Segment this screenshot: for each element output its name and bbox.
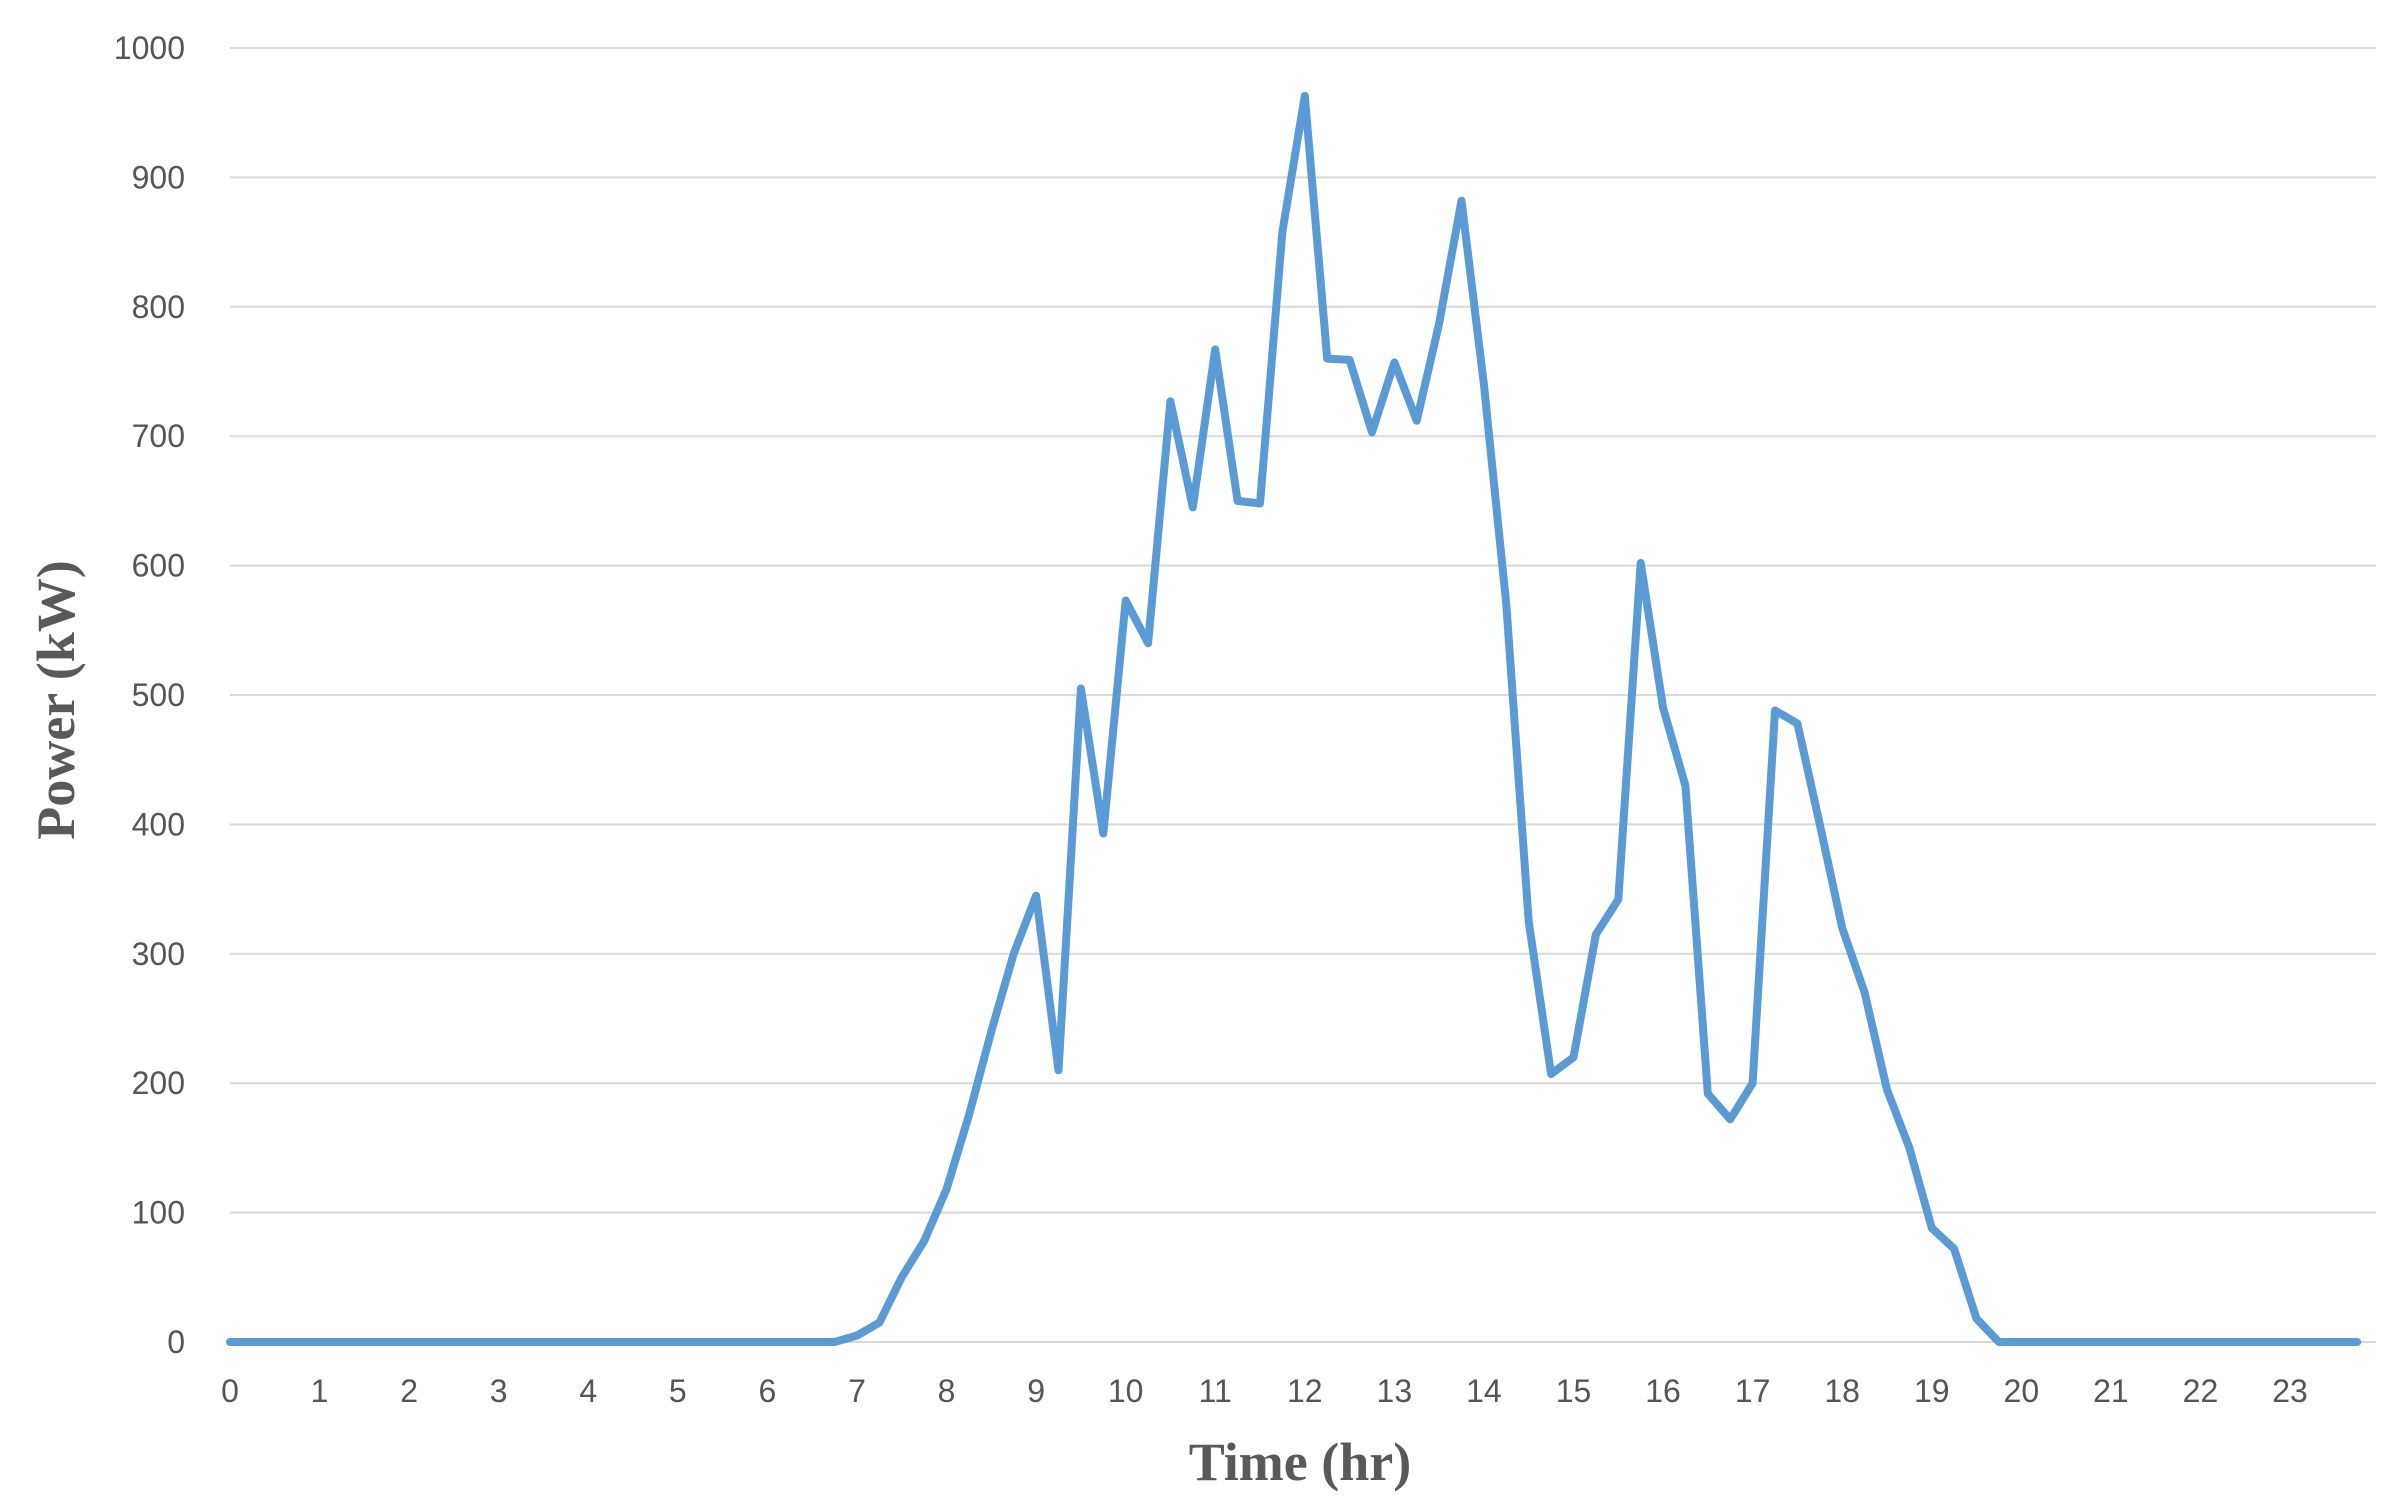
x-tick-label-6: 6 [758,1373,776,1409]
y-tick-label-600: 600 [132,548,185,584]
x-tick-label-12: 12 [1287,1373,1323,1409]
x-tick-label-21: 21 [2093,1373,2129,1409]
x-tick-label-15: 15 [1556,1373,1592,1409]
x-tick-label-13: 13 [1377,1373,1413,1409]
x-axis-title: Time (hr) [1189,1432,1411,1492]
x-tick-label-19: 19 [1914,1373,1950,1409]
y-axis-title: Power (kW) [26,560,86,839]
y-tick-label-700: 700 [132,418,185,454]
series-line-0 [226,91,2362,1346]
x-tick-label-4: 4 [579,1373,597,1409]
y-tick-label-100: 100 [132,1195,185,1231]
y-tick-label-400: 400 [132,806,185,842]
x-tick-label-5: 5 [669,1373,687,1409]
y-tick-label-0: 0 [167,1324,185,1360]
x-tick-label-10: 10 [1108,1373,1144,1409]
x-tick-label-20: 20 [2004,1373,2040,1409]
x-tick-label-9: 9 [1027,1373,1045,1409]
x-tick-label-0: 0 [221,1373,239,1409]
y-tick-label-500: 500 [132,677,185,713]
x-tick-label-22: 22 [2183,1373,2219,1409]
x-tick-label-3: 3 [490,1373,508,1409]
x-tick-label-7: 7 [848,1373,866,1409]
y-axis-tick-labels: 0 100 200 300 400 500 600 700 800 900 1000 [114,30,185,1360]
x-tick-label-17: 17 [1735,1373,1771,1409]
x-tick-label-18: 18 [1824,1373,1860,1409]
x-tick-label-23: 23 [2272,1373,2308,1409]
x-tick-label-16: 16 [1645,1373,1681,1409]
gridlines [230,47,2376,1343]
x-tick-label-8: 8 [938,1373,956,1409]
x-tick-label-1: 1 [311,1373,329,1409]
x-tick-label-11: 11 [1199,1373,1232,1409]
y-tick-label-300: 300 [132,936,185,972]
x-tick-label-2: 2 [400,1373,418,1409]
y-tick-label-1000: 1000 [114,30,185,66]
x-tick-label-14: 14 [1466,1373,1502,1409]
y-tick-label-200: 200 [132,1065,185,1101]
x-axis-tick-labels: 0 1 2 3 4 5 6 7 8 9 10 11 12 13 14 15 16 17 18 19 20 21 22 23 [221,1373,2308,1409]
series-group [226,91,2362,1346]
y-tick-label-900: 900 [132,159,185,195]
y-tick-label-800: 800 [132,289,185,325]
